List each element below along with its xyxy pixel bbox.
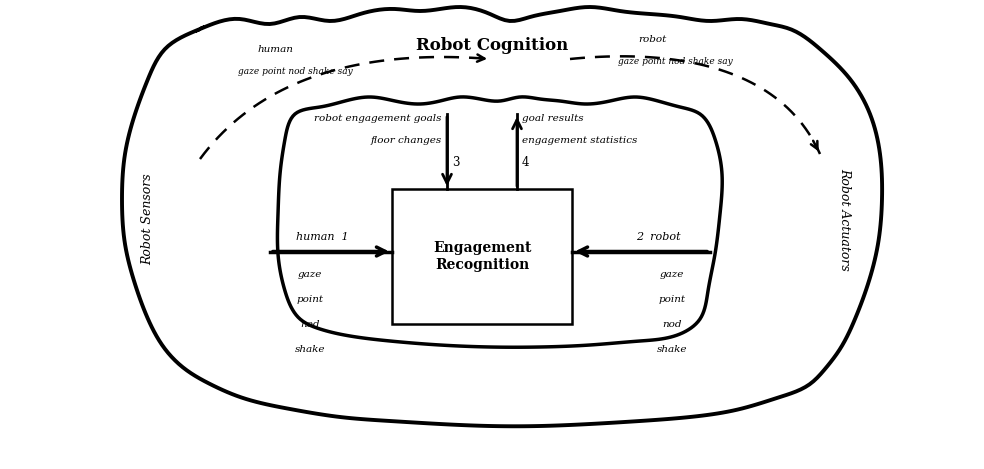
Text: gaze: gaze <box>660 270 684 279</box>
Text: Engagement
Recognition: Engagement Recognition <box>433 242 531 272</box>
Text: Robot Cognition: Robot Cognition <box>416 37 568 54</box>
Text: robot: robot <box>638 35 666 44</box>
FancyBboxPatch shape <box>392 189 572 324</box>
Text: nod: nod <box>300 319 320 328</box>
Text: human: human <box>258 45 294 54</box>
Text: gaze point nod shake say: gaze point nod shake say <box>238 67 352 76</box>
Text: engagement statistics: engagement statistics <box>522 136 638 145</box>
Text: floor changes: floor changes <box>371 136 442 145</box>
Text: Robot Sensors: Robot Sensors <box>142 173 154 265</box>
Polygon shape <box>122 7 882 426</box>
Text: shake: shake <box>656 345 687 354</box>
Text: Robot Actuators: Robot Actuators <box>838 167 851 270</box>
Text: shake: shake <box>295 345 326 354</box>
Polygon shape <box>277 97 722 347</box>
Text: goal results: goal results <box>522 114 584 123</box>
Text: gaze: gaze <box>298 270 322 279</box>
Text: 2  robot: 2 robot <box>636 232 680 242</box>
Text: 3: 3 <box>452 156 460 169</box>
Text: 4: 4 <box>522 156 529 169</box>
Text: human  1: human 1 <box>295 232 348 242</box>
Text: robot engagement goals: robot engagement goals <box>315 114 442 123</box>
Text: point: point <box>296 295 324 303</box>
Text: point: point <box>658 295 686 303</box>
Text: gaze point nod shake say: gaze point nod shake say <box>618 57 733 66</box>
Text: nod: nod <box>662 319 682 328</box>
